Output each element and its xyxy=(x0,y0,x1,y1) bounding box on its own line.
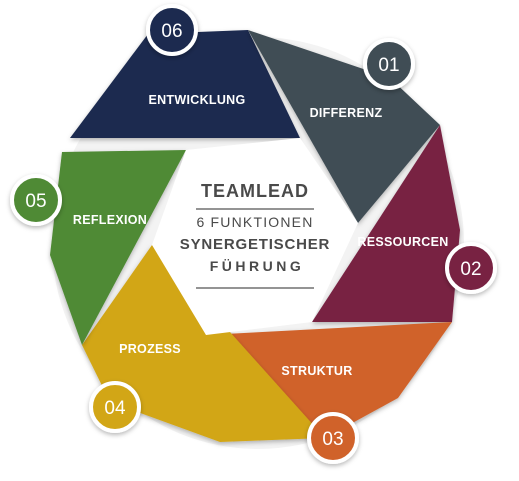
badge-03: 03 xyxy=(307,412,359,464)
svg-text:01: 01 xyxy=(378,55,399,76)
label-reflexion: REFLEXION xyxy=(73,213,147,227)
badge-02: 02 xyxy=(445,242,497,294)
label-struktur: STRUKTUR xyxy=(281,364,352,378)
svg-text:05: 05 xyxy=(25,191,46,212)
badge-04: 04 xyxy=(89,381,141,433)
badge-05: 05 xyxy=(10,174,62,226)
segment-ressourcen xyxy=(312,125,460,322)
segment-entwicklung xyxy=(70,30,300,138)
svg-text:06: 06 xyxy=(161,21,182,42)
label-ressourcen: RESSOURCEN xyxy=(357,235,448,249)
badge-01: 01 xyxy=(363,38,415,90)
segment-reflexion xyxy=(50,150,186,345)
svg-text:04: 04 xyxy=(104,398,126,419)
segment-struktur xyxy=(206,322,452,438)
label-entwicklung: ENTWICKLUNG xyxy=(148,93,245,107)
segment-differenz xyxy=(248,30,440,223)
badge-06: 06 xyxy=(146,4,198,56)
center-line-3: FÜHRUNG xyxy=(210,258,305,274)
center-title: TEAMLEAD xyxy=(201,181,309,201)
center-line-2: SYNERGETISCHER xyxy=(180,236,330,253)
label-prozess: PROZESS xyxy=(119,342,181,356)
center-hexagon xyxy=(152,138,358,335)
svg-text:02: 02 xyxy=(460,259,481,280)
center-line-1: 6 FUNKTIONEN xyxy=(196,214,313,230)
segment-prozess xyxy=(82,245,325,442)
label-differenz: DIFFERENZ xyxy=(310,106,383,120)
svg-text:03: 03 xyxy=(322,429,343,450)
